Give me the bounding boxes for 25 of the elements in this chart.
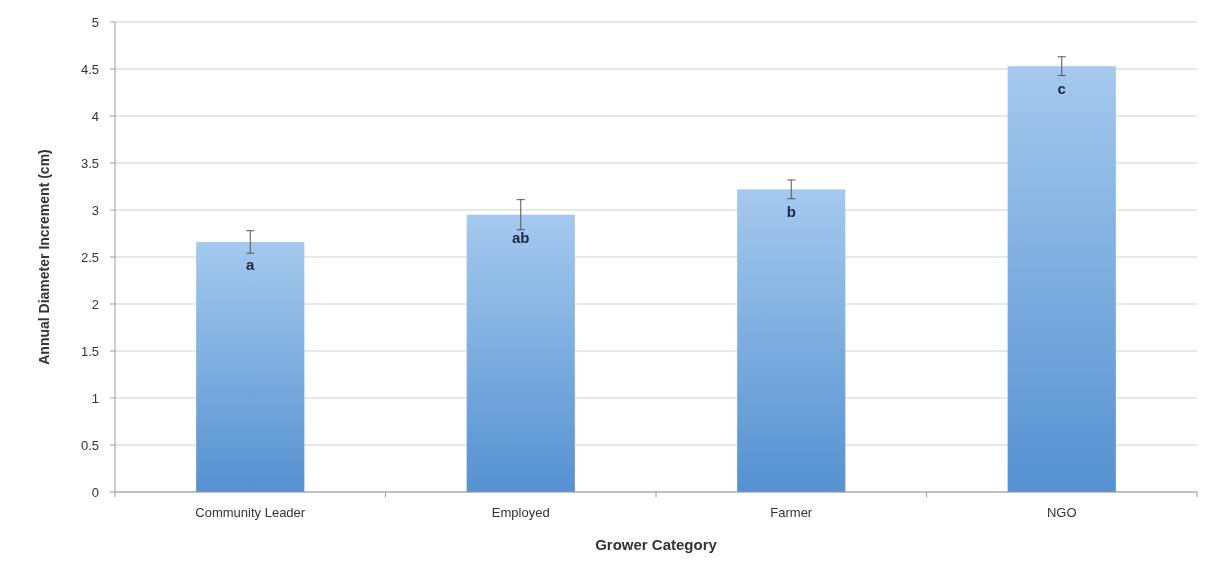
y-tick-label: 4 — [91, 108, 99, 124]
y-tick-label: 1.5 — [80, 343, 99, 359]
y-tick-label: 3 — [91, 202, 99, 218]
y-tick-label: 1 — [91, 390, 99, 406]
bar — [737, 189, 846, 492]
bar — [196, 241, 305, 492]
bar — [466, 214, 575, 492]
bar — [1007, 66, 1116, 492]
annotation: ab — [511, 228, 530, 246]
x-axis-title: Grower Category — [595, 536, 718, 553]
y-tick-label: 0 — [91, 484, 99, 500]
y-tick-label: 2.5 — [80, 249, 99, 265]
x-tick-label: Farmer — [770, 505, 813, 520]
y-tick-label: 5 — [91, 14, 99, 30]
y-tick-label: 0.5 — [80, 437, 99, 453]
y-tick-label: 4.5 — [80, 61, 99, 77]
annotation: b — [786, 203, 796, 221]
y-tick-label: 3.5 — [80, 155, 99, 171]
annotation: c — [1057, 80, 1066, 98]
x-tick-label: Employed — [491, 505, 550, 520]
x-tick-label: NGO — [1046, 505, 1077, 520]
annotation: a — [246, 255, 256, 273]
x-tick-label: Community Leader — [195, 505, 306, 520]
y-tick-label: 2 — [91, 296, 99, 312]
y-axis-title: Annual Diameter Increment (cm) — [36, 149, 52, 365]
